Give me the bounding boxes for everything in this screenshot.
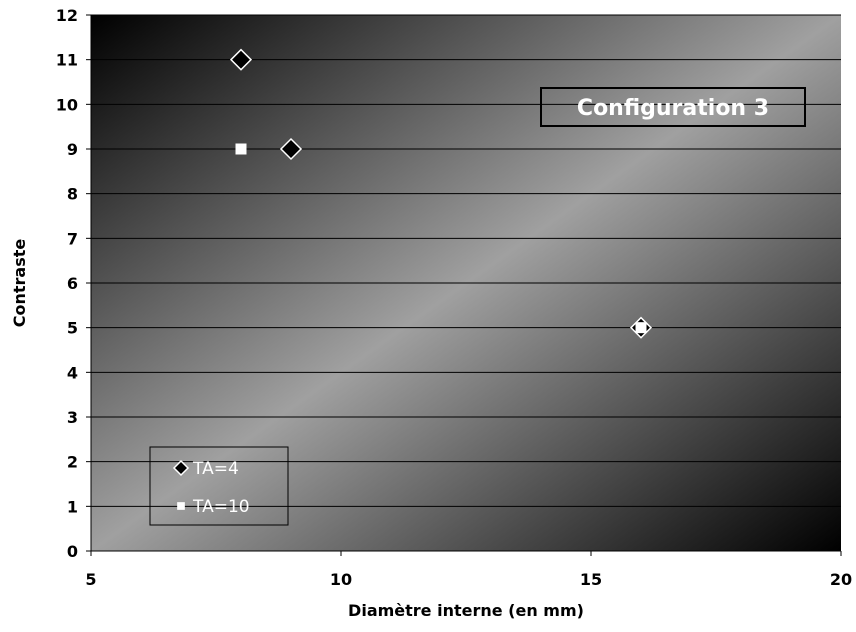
legend-marker-ta-4 xyxy=(172,459,190,477)
x-tick-label-10: 10 xyxy=(330,570,352,589)
annotation-box: Configuration 3 xyxy=(540,87,806,127)
y-tick-label-0: 0 xyxy=(67,542,78,561)
y-tick-label-8: 8 xyxy=(67,185,78,204)
legend-label-ta-10: TA=10 xyxy=(192,497,250,517)
x-tick-label-5: 5 xyxy=(85,570,96,589)
legend-label-ta-4: TA=4 xyxy=(192,459,239,479)
marker-ta-10-1 xyxy=(635,322,647,334)
y-tick-label-10: 10 xyxy=(56,95,78,114)
legend-marker-ta-10 xyxy=(177,502,185,510)
annotation-border xyxy=(540,87,806,127)
y-tick-label-2: 2 xyxy=(67,453,78,472)
data-markers xyxy=(229,48,653,339)
annotation-label: Configuration 3 xyxy=(577,96,769,121)
legend: TA=4 TA=10 xyxy=(149,446,289,526)
y-tick-label-12: 12 xyxy=(56,6,78,25)
x-tick-labels: 5 10 15 20 xyxy=(85,570,852,589)
axes xyxy=(86,14,842,556)
x-tick-label-20: 20 xyxy=(830,570,852,589)
y-tick-label-1: 1 xyxy=(67,497,78,516)
y-tick-label-7: 7 xyxy=(67,229,78,248)
y-tick-label-6: 6 xyxy=(67,274,78,293)
y-tick-label-11: 11 xyxy=(56,51,78,70)
marker-ta-4-1 xyxy=(279,137,303,161)
marker-ta-10-0 xyxy=(235,143,247,155)
y-tick-label-4: 4 xyxy=(67,363,78,382)
x-axis-title: Diamètre interne (en mm) xyxy=(348,601,584,620)
legend-box xyxy=(149,446,289,526)
gridlines xyxy=(91,14,841,507)
x-tick-label-15: 15 xyxy=(580,570,602,589)
y-tick-label-5: 5 xyxy=(67,319,78,338)
y-tick-label-3: 3 xyxy=(67,408,78,427)
y-tick-label-9: 9 xyxy=(67,140,78,159)
y-axis-title: Contraste xyxy=(10,239,29,328)
marker-ta-4-0 xyxy=(229,48,253,71)
